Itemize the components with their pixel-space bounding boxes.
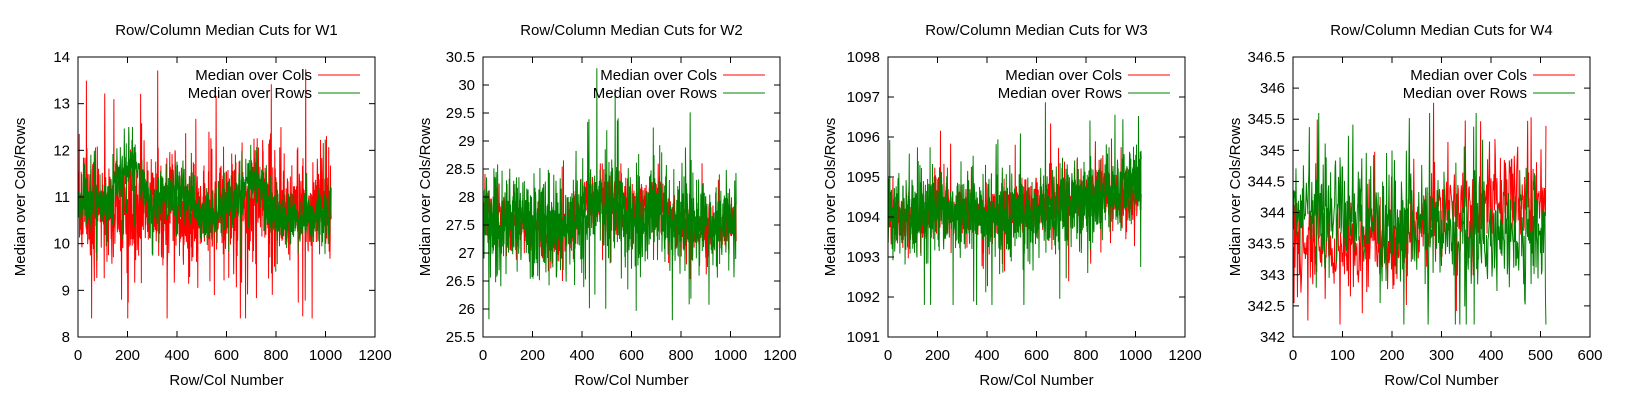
chart-title: Row/Column Median Cuts for W4 bbox=[1330, 22, 1553, 39]
x-tick-label: 1200 bbox=[1168, 347, 1201, 364]
x-axis-label: Row/Col Number bbox=[574, 372, 688, 389]
y-tick-label: 28.5 bbox=[446, 161, 475, 178]
x-tick-label: 600 bbox=[619, 347, 644, 364]
y-tick-label: 1093 bbox=[847, 249, 880, 266]
y-tick-label: 1097 bbox=[847, 89, 880, 106]
x-tick-label: 1000 bbox=[714, 347, 747, 364]
y-axis-label: Median over Cols/Rows bbox=[822, 118, 839, 276]
x-tick-label: 600 bbox=[1024, 347, 1049, 364]
x-tick-label: 400 bbox=[974, 347, 999, 364]
y-axis-label: Median over Cols/Rows bbox=[417, 118, 434, 276]
y-tick-label: 1098 bbox=[847, 49, 880, 66]
series-line bbox=[887, 102, 1142, 306]
series-line bbox=[482, 68, 737, 321]
x-axis-label: Row/Col Number bbox=[979, 372, 1093, 389]
y-tick-label: 344.5 bbox=[1247, 173, 1285, 190]
series-line bbox=[1292, 112, 1547, 325]
chart-panel: 0 100 200 300 400 500 600 342 342.5 343 343.5 344 34… bbox=[1227, 22, 1603, 389]
chart-title: Row/Column Median Cuts for W2 bbox=[520, 22, 743, 39]
y-tick-label: 342 bbox=[1260, 329, 1285, 346]
chart-panel: 0 200 400 600 800 1000 1200 1091 1092 1093 1094 109… bbox=[822, 22, 1202, 389]
y-tick-label: 346.5 bbox=[1247, 49, 1285, 66]
series-line bbox=[1292, 102, 1547, 325]
x-tick-label: 500 bbox=[1528, 347, 1553, 364]
chart-title: Row/Column Median Cuts for W1 bbox=[115, 22, 338, 39]
x-axis-label: Row/Col Number bbox=[169, 372, 283, 389]
legend-label: Median over Cols bbox=[195, 67, 312, 84]
legend-label: Median over Rows bbox=[1403, 85, 1527, 102]
x-tick-label: 600 bbox=[214, 347, 239, 364]
x-tick-label: 400 bbox=[569, 347, 594, 364]
y-tick-label: 30.5 bbox=[446, 49, 475, 66]
y-tick-label: 344 bbox=[1260, 205, 1285, 222]
y-tick-label: 10 bbox=[53, 236, 70, 253]
x-tick-label: 400 bbox=[164, 347, 189, 364]
x-tick-label: 200 bbox=[925, 347, 950, 364]
x-axis-label: Row/Col Number bbox=[1384, 372, 1498, 389]
y-tick-label: 26 bbox=[458, 301, 475, 318]
y-tick-label: 27 bbox=[458, 245, 475, 262]
y-tick-label: 11 bbox=[54, 189, 70, 206]
x-tick-label: 0 bbox=[74, 347, 82, 364]
legend-label: Median over Rows bbox=[593, 85, 717, 102]
x-tick-label: 200 bbox=[1379, 347, 1404, 364]
y-tick-label: 346 bbox=[1260, 80, 1285, 97]
y-tick-label: 25.5 bbox=[446, 329, 475, 346]
y-tick-label: 29.5 bbox=[446, 105, 475, 122]
y-tick-label: 343 bbox=[1260, 267, 1285, 284]
y-axis-label: Median over Cols/Rows bbox=[12, 118, 29, 276]
x-tick-label: 0 bbox=[1289, 347, 1297, 364]
x-tick-label: 600 bbox=[1577, 347, 1602, 364]
x-tick-label: 800 bbox=[1073, 347, 1098, 364]
x-tick-label: 800 bbox=[668, 347, 693, 364]
y-tick-label: 29 bbox=[458, 133, 475, 150]
legend-label: Median over Cols bbox=[1410, 67, 1527, 84]
x-tick-label: 800 bbox=[263, 347, 288, 364]
legend-label: Median over Cols bbox=[1005, 67, 1122, 84]
y-tick-label: 1095 bbox=[847, 169, 880, 186]
series-line bbox=[482, 163, 737, 282]
y-tick-label: 1096 bbox=[847, 129, 880, 146]
x-tick-label: 200 bbox=[115, 347, 140, 364]
legend-label: Median over Rows bbox=[998, 85, 1122, 102]
y-tick-label: 26.5 bbox=[446, 273, 475, 290]
x-tick-label: 1200 bbox=[358, 347, 391, 364]
x-tick-label: 1000 bbox=[1119, 347, 1152, 364]
x-tick-label: 0 bbox=[479, 347, 487, 364]
y-tick-label: 9 bbox=[62, 282, 70, 299]
y-tick-label: 343.5 bbox=[1247, 236, 1285, 253]
x-tick-label: 100 bbox=[1330, 347, 1355, 364]
legend-label: Median over Rows bbox=[188, 85, 312, 102]
y-tick-label: 345.5 bbox=[1247, 111, 1285, 128]
chart-panel: 0 200 400 600 800 1000 1200 8 9 10 11 12 13 14 Row/Col… bbox=[12, 22, 392, 389]
y-tick-label: 28 bbox=[458, 189, 475, 206]
x-tick-label: 300 bbox=[1429, 347, 1454, 364]
series-line bbox=[77, 126, 332, 272]
chart-title: Row/Column Median Cuts for W3 bbox=[925, 22, 1148, 39]
x-tick-label: 1200 bbox=[763, 347, 796, 364]
y-tick-label: 8 bbox=[62, 329, 70, 346]
x-tick-label: 0 bbox=[884, 347, 892, 364]
legend-label: Median over Cols bbox=[600, 67, 717, 84]
y-tick-label: 1092 bbox=[847, 289, 880, 306]
y-tick-label: 1094 bbox=[847, 209, 880, 226]
y-tick-label: 1091 bbox=[847, 329, 880, 346]
y-tick-label: 345 bbox=[1260, 142, 1285, 159]
chart-panel: 0 200 400 600 800 1000 1200 25.5 26 26.5 27 27.5 28 2… bbox=[417, 22, 797, 389]
x-tick-label: 1000 bbox=[309, 347, 342, 364]
y-tick-label: 27.5 bbox=[446, 217, 475, 234]
y-axis-label: Median over Cols/Rows bbox=[1227, 118, 1244, 276]
y-tick-label: 342.5 bbox=[1247, 298, 1285, 315]
x-tick-label: 400 bbox=[1478, 347, 1503, 364]
y-tick-label: 12 bbox=[53, 142, 70, 159]
y-tick-label: 14 bbox=[53, 49, 70, 66]
y-tick-label: 30 bbox=[458, 77, 475, 94]
y-tick-label: 13 bbox=[53, 96, 70, 113]
x-tick-label: 200 bbox=[520, 347, 545, 364]
